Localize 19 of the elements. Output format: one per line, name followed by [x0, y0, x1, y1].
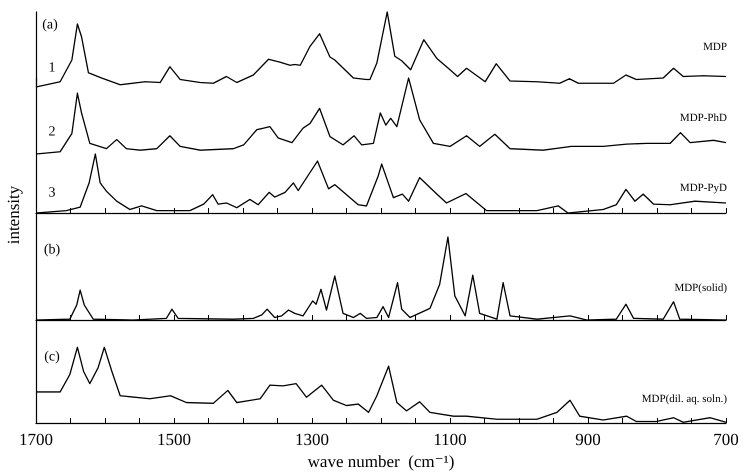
series-label: MDP-PyD — [680, 182, 728, 194]
x-tick-label: 700 — [713, 430, 739, 449]
x-tick-label: 1700 — [19, 430, 53, 449]
x-axis-title: wave number (cm⁻¹) — [308, 452, 454, 471]
annotation: (a) — [42, 18, 58, 32]
x-tick-label: 1300 — [295, 430, 329, 449]
annotation: (c) — [44, 350, 60, 364]
x-tick-label: 900 — [575, 430, 601, 449]
series-label: MDP(dil. aq. soln.) — [642, 393, 728, 405]
x-tick-label: 1100 — [433, 430, 467, 449]
annotation: 1 — [48, 60, 56, 76]
text: MDP — [703, 41, 727, 53]
annotation: (b) — [44, 242, 60, 258]
series-label: MDP(solid) — [674, 282, 728, 294]
y-axis-title: intensity — [4, 186, 24, 244]
annotation: 2 — [48, 124, 56, 140]
series-label: MDP-PhD — [680, 112, 728, 124]
x-tick-label: 1500 — [157, 430, 191, 449]
annotation: 3 — [48, 186, 56, 200]
